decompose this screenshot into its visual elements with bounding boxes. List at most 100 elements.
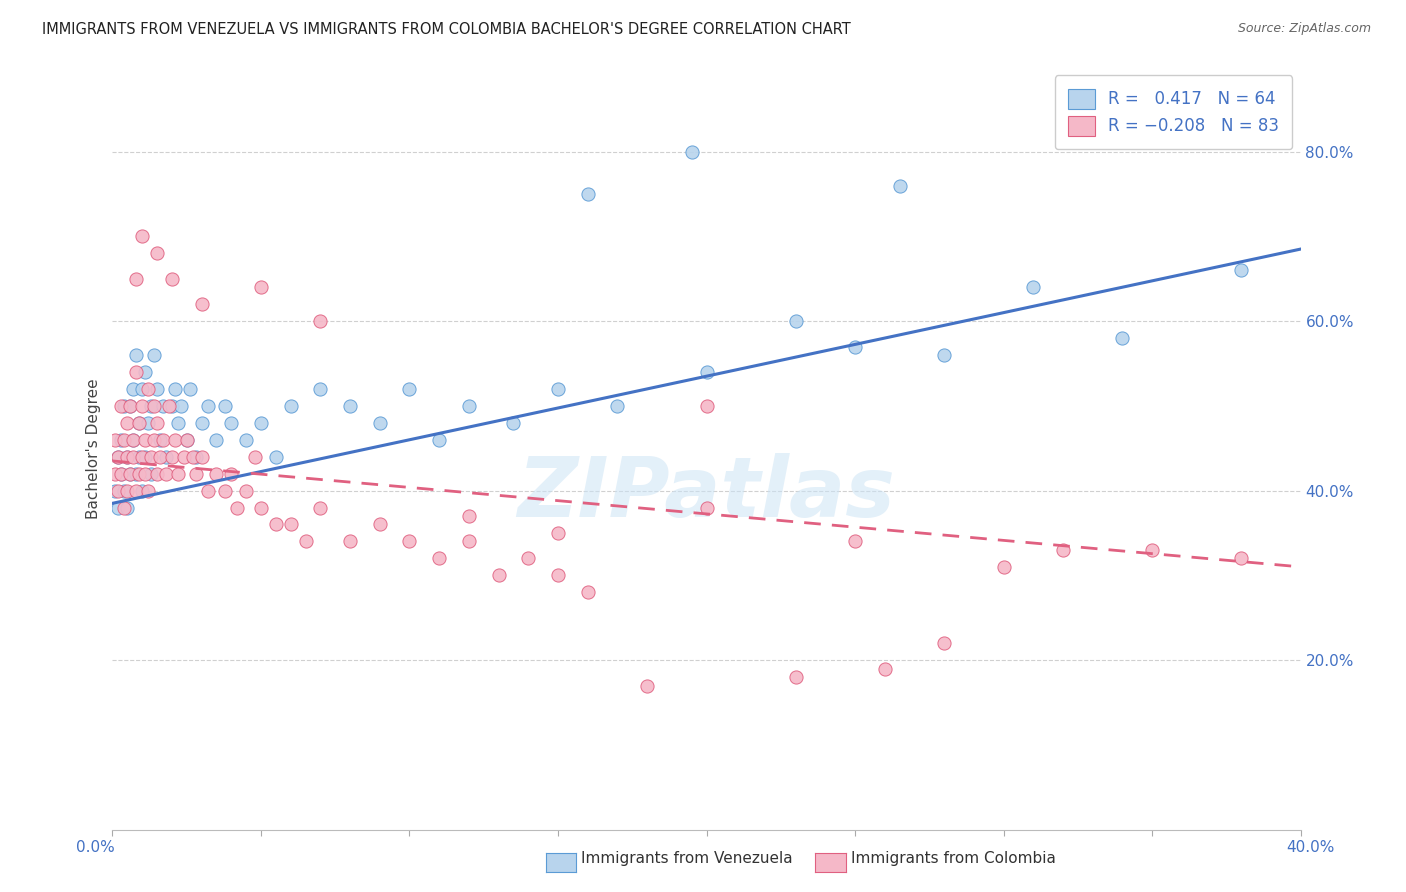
- Point: [205, 433, 228, 447]
- Point: [1052, 542, 1074, 557]
- Point: [128, 416, 150, 430]
- Text: Immigrants from Venezuela: Immigrants from Venezuela: [581, 851, 793, 866]
- Point: [250, 280, 273, 294]
- Point: [139, 399, 162, 413]
- Point: [117, 450, 139, 464]
- Point: [134, 450, 156, 464]
- Point: [112, 483, 135, 498]
- Point: [107, 500, 129, 515]
- Point: [517, 551, 540, 566]
- Point: [235, 483, 257, 498]
- Text: Immigrants from Colombia: Immigrants from Colombia: [851, 851, 1056, 866]
- Text: ZIPatlas: ZIPatlas: [517, 453, 896, 534]
- Point: [122, 433, 145, 447]
- Point: [146, 467, 169, 481]
- Point: [243, 450, 266, 464]
- Point: [1230, 263, 1253, 277]
- Point: [104, 467, 127, 481]
- Point: [214, 483, 236, 498]
- Point: [139, 450, 162, 464]
- Point: [131, 450, 153, 464]
- Point: [131, 229, 153, 244]
- Point: [176, 433, 198, 447]
- Point: [280, 517, 302, 532]
- Point: [152, 433, 174, 447]
- Point: [636, 678, 658, 692]
- Point: [110, 399, 132, 413]
- Point: [934, 348, 956, 362]
- Point: [112, 399, 135, 413]
- Point: [179, 382, 201, 396]
- Text: Source: ZipAtlas.com: Source: ZipAtlas.com: [1237, 22, 1371, 36]
- Point: [131, 382, 153, 396]
- Point: [139, 467, 162, 481]
- Point: [339, 534, 361, 549]
- Point: [122, 450, 145, 464]
- Point: [176, 433, 198, 447]
- Point: [120, 467, 142, 481]
- Point: [131, 399, 153, 413]
- Point: [235, 433, 257, 447]
- Point: [190, 297, 212, 311]
- Point: [457, 508, 479, 523]
- Point: [398, 534, 420, 549]
- Point: [107, 450, 129, 464]
- Point: [889, 178, 911, 193]
- Point: [104, 433, 127, 447]
- Point: [1230, 551, 1253, 566]
- Point: [125, 348, 148, 362]
- Point: [1140, 542, 1163, 557]
- Point: [117, 416, 139, 430]
- Point: [149, 450, 172, 464]
- Point: [149, 433, 172, 447]
- Point: [488, 568, 510, 582]
- Point: [125, 467, 148, 481]
- Y-axis label: Bachelor's Degree: Bachelor's Degree: [86, 378, 101, 518]
- Point: [1111, 331, 1133, 345]
- Point: [163, 433, 186, 447]
- Point: [309, 314, 332, 328]
- Point: [696, 365, 718, 379]
- Point: [112, 433, 135, 447]
- Point: [547, 568, 569, 582]
- Point: [339, 399, 361, 413]
- Point: [184, 467, 207, 481]
- Point: [136, 382, 159, 396]
- Point: [163, 382, 186, 396]
- Point: [181, 450, 204, 464]
- Point: [1022, 280, 1045, 294]
- Point: [226, 500, 249, 515]
- Point: [197, 483, 219, 498]
- Point: [427, 551, 450, 566]
- Point: [112, 500, 135, 515]
- Point: [120, 399, 142, 413]
- Text: 40.0%: 40.0%: [1286, 840, 1334, 855]
- Point: [785, 314, 807, 328]
- Point: [197, 399, 219, 413]
- Point: [122, 433, 145, 447]
- Point: [250, 500, 273, 515]
- Point: [120, 467, 142, 481]
- Point: [134, 433, 156, 447]
- Point: [219, 416, 242, 430]
- Point: [190, 450, 212, 464]
- Point: [110, 467, 132, 481]
- Point: [547, 382, 569, 396]
- Point: [368, 517, 391, 532]
- Point: [844, 339, 866, 353]
- Point: [214, 399, 236, 413]
- Point: [844, 534, 866, 549]
- Point: [368, 416, 391, 430]
- Point: [173, 450, 195, 464]
- Point: [190, 416, 212, 430]
- Point: [125, 271, 148, 285]
- Point: [143, 433, 166, 447]
- Point: [131, 483, 153, 498]
- Point: [157, 399, 180, 413]
- Point: [128, 467, 150, 481]
- Point: [117, 500, 139, 515]
- Point: [117, 483, 139, 498]
- Point: [681, 145, 703, 159]
- Point: [136, 416, 159, 430]
- Point: [110, 467, 132, 481]
